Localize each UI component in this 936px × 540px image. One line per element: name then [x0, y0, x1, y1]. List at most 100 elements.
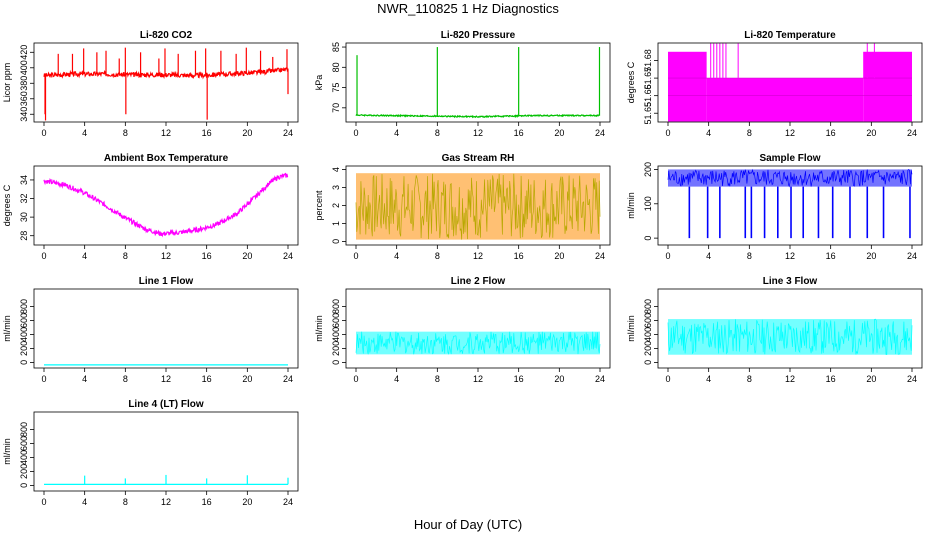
x-tick-label: 8 [747, 374, 752, 384]
x-tick-label: 24 [283, 128, 293, 138]
plot-frame [345, 288, 611, 369]
y-tick-label: 1 [331, 221, 341, 226]
x-tick-label: 8 [435, 128, 440, 138]
x-tick-label: 16 [826, 128, 836, 138]
x-tick-label: 12 [785, 251, 795, 261]
series-line [355, 113, 601, 119]
series-line [667, 168, 913, 188]
y-tick-label: 600 [331, 313, 341, 328]
x-tick-label: 4 [82, 374, 87, 384]
x-tick-label: 4 [706, 374, 711, 384]
x-tick-label: 4 [706, 251, 711, 261]
x-tick-label: 0 [353, 128, 358, 138]
y-axis-label: ml/min [2, 315, 12, 342]
y-axis-label: degrees C [626, 61, 636, 103]
y-tick-label: 2 [331, 203, 341, 208]
x-tick-label: 16 [202, 128, 212, 138]
x-tick-label: 20 [866, 251, 876, 261]
y-tick-label: 340 [19, 107, 29, 122]
y-tick-label: 51.67 [643, 67, 653, 90]
x-tick-label: 4 [394, 251, 399, 261]
x-tick-label: 8 [747, 251, 752, 261]
x-tick-label: 4 [394, 374, 399, 384]
y-tick-label: 400 [19, 450, 29, 465]
x-tick-label: 12 [161, 497, 171, 507]
chart-title: Sample Flow [759, 153, 820, 164]
y-axis-label: kPa [314, 75, 324, 91]
y-tick-label: 0 [19, 483, 29, 488]
y-tick-label: 380 [19, 76, 29, 91]
x-tick-label: 16 [202, 497, 212, 507]
y-tick-label: 200 [331, 341, 341, 356]
y-tick-label: 420 [19, 45, 29, 60]
x-tick-label: 0 [665, 128, 670, 138]
data-band [706, 78, 864, 122]
chart-title: Line 4 (LT) Flow [128, 399, 204, 410]
x-tick-label: 8 [435, 251, 440, 261]
series-line [43, 172, 289, 238]
x-axis-title: Hour of Day (UTC) [413, 517, 523, 532]
y-tick-label: 51.66 [643, 84, 653, 107]
x-tick-label: 12 [473, 251, 483, 261]
x-tick-label: 4 [706, 128, 711, 138]
series-line [355, 173, 601, 240]
chart-title: Line 3 Flow [763, 276, 818, 287]
x-tick-label: 12 [161, 374, 171, 384]
x-tick-label: 8 [123, 374, 128, 384]
y-tick-label: 800 [19, 422, 29, 437]
y-tick-label: 600 [643, 313, 653, 328]
chart-title: Li-820 Pressure [441, 30, 516, 41]
y-tick-label: 200 [643, 162, 653, 177]
x-tick-label: 24 [283, 497, 293, 507]
series-line [355, 331, 601, 355]
x-tick-label: 12 [473, 374, 483, 384]
y-tick-label: 800 [19, 299, 29, 314]
data-band [668, 51, 707, 122]
x-tick-label: 8 [123, 251, 128, 261]
data-band [863, 51, 912, 122]
plot-frame [33, 42, 299, 123]
x-tick-label: 20 [866, 128, 876, 138]
x-tick-label: 20 [554, 128, 564, 138]
y-tick-label: 400 [19, 60, 29, 75]
y-tick-label: 32 [19, 194, 29, 204]
y-tick-label: 0 [331, 239, 341, 244]
y-tick-label: 0 [19, 360, 29, 365]
x-tick-label: 0 [353, 374, 358, 384]
chart-panel: Line 4 (LT) Flow 0 4 8 12 16 20 24 0 200400600800… [2, 399, 299, 507]
y-tick-label: 800 [331, 299, 341, 314]
x-tick-label: 12 [161, 128, 171, 138]
y-tick-label: 400 [331, 327, 341, 342]
x-tick-label: 0 [353, 251, 358, 261]
y-axis-label: percent [314, 190, 324, 221]
y-tick-label: 51.65 [643, 102, 653, 125]
y-tick-label: 85 [331, 42, 341, 52]
y-axis-label: degrees C [2, 184, 12, 226]
page-title: NWR_110825 1 Hz Diagnostics [377, 1, 559, 16]
y-tick-label: 200 [19, 341, 29, 356]
chart-title: Ambient Box Temperature [104, 153, 229, 164]
chart-panel: Li-820 Pressure 0 4 8 12 16 20 24 70 75 80 85 kPa [314, 30, 611, 138]
data-band [668, 319, 912, 355]
x-tick-label: 4 [82, 251, 87, 261]
y-tick-label: 100 [643, 196, 653, 211]
x-tick-label: 24 [907, 251, 917, 261]
x-tick-label: 0 [41, 128, 46, 138]
y-axis-label: ml/min [314, 315, 324, 342]
y-axis-label: ml/min [626, 192, 636, 219]
x-tick-label: 12 [473, 128, 483, 138]
x-tick-label: 20 [242, 251, 252, 261]
chart-title: Gas Stream RH [442, 153, 515, 164]
data-band [668, 169, 912, 187]
x-tick-label: 12 [785, 374, 795, 384]
x-tick-label: 20 [242, 497, 252, 507]
y-tick-label: 800 [643, 299, 653, 314]
y-tick-label: 0 [643, 236, 653, 241]
x-tick-label: 24 [595, 374, 605, 384]
y-tick-label: 600 [19, 436, 29, 451]
x-tick-label: 20 [554, 374, 564, 384]
x-tick-label: 16 [826, 251, 836, 261]
